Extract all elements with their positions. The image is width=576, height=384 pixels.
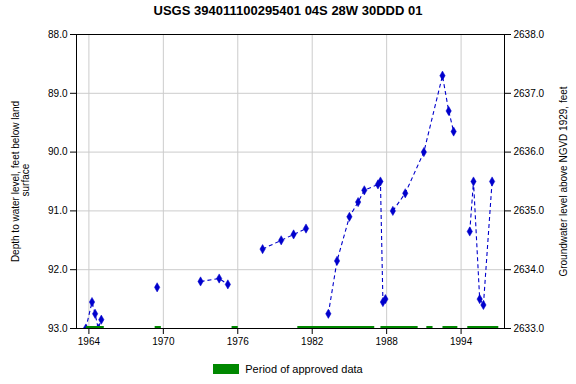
svg-text:2634.0: 2634.0 <box>514 264 545 275</box>
svg-text:89.0: 89.0 <box>48 88 68 99</box>
svg-text:90.0: 90.0 <box>48 146 68 157</box>
svg-text:2633.0: 2633.0 <box>514 323 545 334</box>
svg-text:Depth to water level, feet bel: Depth to water level, feet below land su… <box>10 101 31 262</box>
svg-text:1994: 1994 <box>450 336 473 347</box>
svg-text:93.0: 93.0 <box>48 323 68 334</box>
svg-text:88.0: 88.0 <box>48 29 68 40</box>
svg-text:2636.0: 2636.0 <box>514 146 545 157</box>
html-text:Period of approved data: Period of approved data <box>245 363 363 375</box>
svg-text:Groundwater level above NGVD 1: Groundwater level above NGVD 1929, feet <box>558 86 569 276</box>
svg-text:92.0: 92.0 <box>48 264 68 275</box>
svg-text:1982: 1982 <box>301 336 324 347</box>
svg-text:1976: 1976 <box>227 336 250 347</box>
svg-text:1970: 1970 <box>152 336 175 347</box>
svg-text:2637.0: 2637.0 <box>514 88 545 99</box>
svg-text:2635.0: 2635.0 <box>514 205 545 216</box>
svg-text:1964: 1964 <box>78 336 101 347</box>
svg-text:1988: 1988 <box>376 336 399 347</box>
svg-text:91.0: 91.0 <box>48 205 68 216</box>
svg-text:2638.0: 2638.0 <box>514 29 545 40</box>
html-text:USGS 394011100295401 04S 28W 3: USGS 394011100295401 04S 28W 30DDD 01 <box>153 3 423 18</box>
